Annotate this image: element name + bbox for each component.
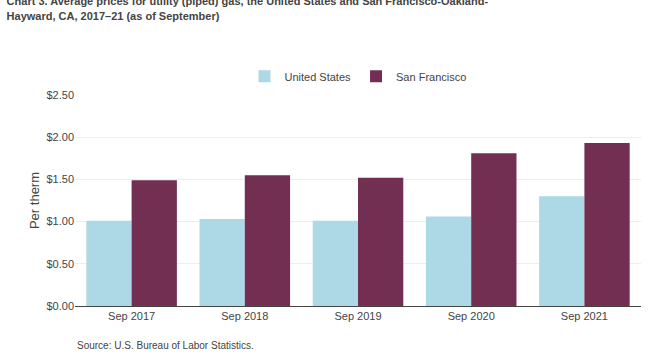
svg-text:Sep 2020: Sep 2020 <box>448 310 495 322</box>
svg-text:Sep 2017: Sep 2017 <box>108 310 155 322</box>
svg-text:$1.50: $1.50 <box>46 173 74 185</box>
svg-text:$2.00: $2.00 <box>46 131 74 143</box>
svg-text:$0.50: $0.50 <box>46 258 74 270</box>
svg-text:$2.50: $2.50 <box>46 89 74 101</box>
svg-text:United States: United States <box>285 71 352 83</box>
svg-text:$1.00: $1.00 <box>46 215 74 227</box>
svg-text:Chart 3. Average prices for ut: Chart 3. Average prices for utility (pip… <box>7 0 489 22</box>
svg-text:San Francisco: San Francisco <box>396 71 466 83</box>
svg-text:Sep 2021: Sep 2021 <box>561 310 608 322</box>
svg-text:Per therm: Per therm <box>27 172 42 229</box>
svg-text:Sep 2018: Sep 2018 <box>221 310 268 322</box>
svg-text:Sep 2019: Sep 2019 <box>334 310 381 322</box>
svg-text:Source: U.S. Bureau of Labor S: Source: U.S. Bureau of Labor Statistics. <box>77 340 254 351</box>
svg-text:$0.00: $0.00 <box>46 300 74 312</box>
